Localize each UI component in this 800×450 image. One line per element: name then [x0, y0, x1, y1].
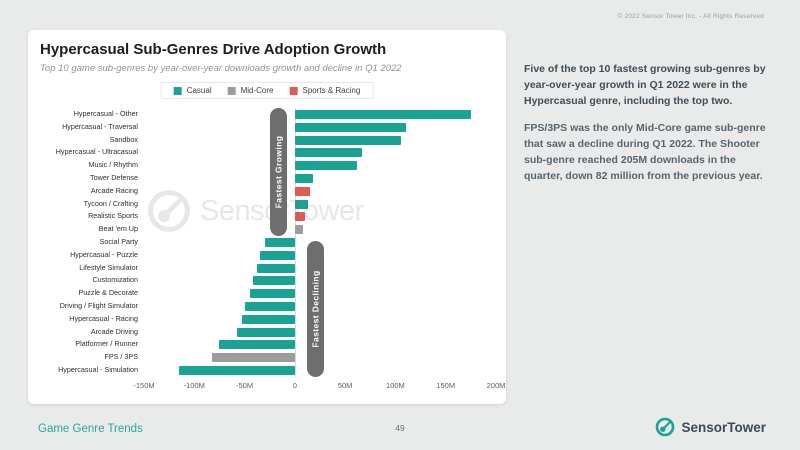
category-label: Arcade Driving [90, 326, 138, 336]
fastest-growing-label: Fastest Growing [273, 135, 284, 209]
category-label: Hypercasual - Racing [69, 313, 138, 323]
legend-item: Casual [173, 86, 212, 95]
legend-item: Sports & Racing [289, 86, 361, 95]
legend-label: Mid-Core [240, 86, 274, 95]
category-label: Hypercasual - Puzzle [70, 249, 138, 259]
sensortower-watermark: SensorTower [146, 188, 364, 234]
legend-swatch [289, 86, 298, 95]
category-label: Beat 'em Up [98, 224, 138, 234]
category-label: Sandbox [109, 134, 138, 144]
x-axis: -150M -100M -50M 0 50M 100M 150M 200M [133, 381, 505, 395]
bar [241, 314, 295, 324]
category-label: Hypercasual - Traversal [62, 121, 138, 131]
plot-area: Fastest Growing Fastest Declining Sensor… [144, 108, 496, 377]
zero-axis-line [294, 108, 296, 377]
page-number: 49 [395, 423, 405, 433]
brand-sensor: Sensor [681, 419, 728, 435]
bar [294, 186, 310, 196]
category-label: Music / Rhythm [88, 160, 138, 170]
chart-card: Hypercasual Sub-Genres Drive Adoption Gr… [28, 30, 506, 404]
bar [264, 237, 295, 247]
sensortower-watermark-icon [148, 190, 190, 232]
fastest-declining-label: Fastest Declining [310, 270, 321, 348]
bar [294, 135, 402, 145]
bar [252, 276, 295, 286]
page-subtitle: Top 10 game sub-genres by year-over-year… [40, 63, 402, 74]
x-axis-tick: 150M [436, 381, 456, 390]
category-label: FPS / 3PS [104, 352, 138, 362]
bar [294, 161, 358, 171]
x-axis-tick: 50M [337, 381, 353, 390]
category-label: Hypercasual - Simulation [58, 365, 138, 374]
x-axis-tick: -150M [133, 381, 155, 390]
fastest-declining-annotation: Fastest Declining [307, 241, 324, 377]
category-label: Arcade Racing [90, 185, 138, 195]
category-label: Hypercasual - Ultracasual [55, 147, 138, 157]
category-label: Driving / Flight Simulator [59, 301, 138, 310]
x-axis-tick: 0 [292, 381, 297, 390]
category-label: Realistic Sports [88, 211, 138, 221]
category-label: Hypercasual - Other [73, 109, 138, 118]
legend-swatch [227, 86, 236, 95]
category-label: Lifestyle Simulator [79, 262, 138, 272]
insight-paragraph-2: FPS/3PS was the only Mid-Core game sub-g… [524, 122, 766, 182]
bar [294, 109, 471, 119]
brand-tower: Tower [727, 419, 766, 435]
x-axis-tick: -50M [236, 381, 254, 390]
sensortower-logo-text: SensorTower [681, 420, 766, 435]
legend-item: Mid-Core [227, 86, 274, 95]
x-axis-tick: 100M [386, 381, 405, 390]
insight-paragraph-1: Five of the top 10 fastest growing sub-g… [524, 63, 766, 107]
legend-swatch [173, 86, 182, 95]
sensortower-logo: SensorTower [655, 417, 766, 437]
footer-section-title: Game Genre Trends [38, 423, 143, 435]
category-label: Tower Defense [90, 173, 138, 182]
category-label: Social Party [99, 237, 138, 246]
page-title: Hypercasual Sub-Genres Drive Adoption Gr… [40, 41, 387, 58]
category-label: Customization [92, 275, 138, 285]
bar-chart: Hypercasual - Other Hypercasual - Travers… [42, 108, 505, 398]
bar [294, 173, 313, 183]
bar [244, 301, 295, 311]
legend: Casual Mid-Core Sports & Racing [160, 82, 374, 99]
x-axis-tick: 200M [486, 381, 506, 390]
bar [294, 199, 308, 209]
category-label: Puzzle & Decorate [78, 288, 138, 298]
copyright-text: © 2022 Sensor Tower Inc. - All Rights Re… [617, 13, 764, 20]
bar [179, 365, 295, 375]
legend-label: Sports & Racing [302, 86, 361, 95]
category-label: Tycoon / Crafting [83, 198, 138, 208]
bar [212, 353, 295, 363]
bar [294, 225, 303, 235]
bar [219, 340, 295, 350]
bar [256, 263, 295, 273]
bar [259, 250, 295, 260]
category-label: Platformer / Runner [75, 339, 138, 349]
legend-label: Casual [186, 86, 212, 95]
bar [294, 148, 363, 158]
bar [236, 327, 295, 337]
fastest-growing-annotation: Fastest Growing [270, 108, 287, 236]
bar [249, 289, 295, 299]
sensortower-logo-icon [656, 417, 675, 437]
bar [294, 122, 407, 132]
insight-panel: Five of the top 10 fastest growing sub-g… [524, 62, 774, 184]
bar [294, 212, 305, 222]
y-axis-labels: Hypercasual - Other Hypercasual - Travers… [42, 108, 138, 377]
x-axis-tick: -100M [183, 381, 205, 390]
